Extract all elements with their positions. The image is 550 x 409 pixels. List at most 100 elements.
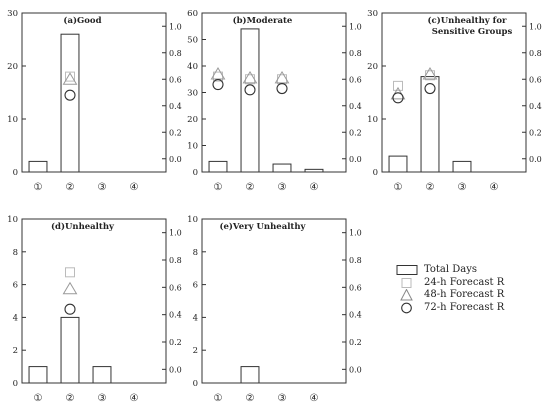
x-tick-label: ② — [66, 393, 75, 404]
y-tick-label: 10 — [187, 142, 198, 152]
circle-marker — [244, 84, 256, 96]
x-tick-label: ① — [214, 393, 223, 404]
bar — [60, 33, 80, 173]
x-tick-label: ③ — [278, 393, 287, 404]
triangle-marker — [274, 70, 290, 84]
y2-tick-label: 0.0 — [169, 155, 182, 164]
x-tick-label: ① — [214, 182, 223, 193]
y2-tick-label: 0.6 — [529, 75, 542, 84]
y2-tick-label: 0.4 — [169, 102, 182, 111]
y-tick-label: 30 — [367, 9, 378, 19]
y2-tick-label: 0.8 — [349, 256, 362, 265]
square-legend-icon — [396, 277, 420, 289]
y2-tick-label: 0.4 — [349, 311, 362, 320]
x-tick-label: ③ — [98, 393, 107, 404]
chart-panel-2: 0 10 20 30 40 50 60 0.0 0.2 0.4 0.6 0.8 1.0 ① ② ③ ④ (b)Mo… — [187, 9, 362, 193]
square-marker — [277, 74, 287, 85]
y2-tick-label: 0.4 — [529, 102, 542, 111]
y-tick-label: 0 — [13, 379, 18, 389]
bar — [388, 155, 408, 173]
y2-tick-label: 1.0 — [169, 229, 182, 238]
x-tick-label: ④ — [130, 393, 139, 404]
triangle-marker — [210, 66, 226, 80]
y2-tick-label: 0.8 — [349, 49, 362, 58]
y2-tick-label: 1.0 — [529, 22, 542, 31]
bar — [28, 160, 48, 173]
y-tick-label: 60 — [187, 9, 198, 19]
chart-panel-4: 0 2 4 6 8 10 0.0 0.2 0.4 0.6 0.8 1.0 ① ② ③ ④ (d)Unhealth… — [7, 215, 182, 404]
bar — [60, 316, 80, 384]
y2-tick-label: 0.2 — [169, 128, 182, 137]
chart-panel-3: 0 10 20 30 0.0 0.2 0.4 0.6 0.8 1.0 ① ② ③ ④ (c)Unhealth… — [367, 9, 542, 193]
y-tick-label: 8 — [13, 248, 18, 258]
x-tick-label: ④ — [490, 182, 499, 193]
circle-legend-icon — [396, 302, 420, 314]
square-marker — [65, 71, 75, 82]
triangle-marker — [242, 70, 258, 84]
y-tick-label: 6 — [193, 281, 198, 291]
legend-label: 48-h Forecast R — [424, 289, 505, 300]
chart-title: (a)Good — [63, 15, 101, 26]
bar — [420, 76, 440, 173]
y-tick-label: 50 — [187, 36, 198, 46]
bar — [240, 366, 260, 384]
legend-label: 24-h Forecast R — [424, 276, 505, 288]
y2-tick-label: 0.0 — [349, 365, 362, 374]
y2-tick-label: 0.8 — [169, 256, 182, 265]
y-tick-label: 10 — [367, 115, 378, 125]
y-tick-label: 30 — [187, 89, 198, 99]
circle-marker — [64, 303, 76, 315]
y-tick-label: 2 — [193, 346, 198, 356]
plot-frame — [21, 12, 167, 173]
y-tick-label: 6 — [13, 281, 18, 291]
legend-label: 72-h Forecast R — [424, 301, 505, 313]
chart-panel-1: 0 10 20 30 0.0 0.2 0.4 0.6 0.8 1.0 ① ② ③ ④ (a)Good — [7, 9, 182, 193]
bar — [240, 28, 260, 173]
y-tick-label: 30 — [7, 9, 18, 19]
y2-tick-label: 1.0 — [349, 22, 362, 31]
y-tick-label: 20 — [187, 115, 198, 125]
y2-tick-label: 0.0 — [529, 155, 542, 164]
legend-item-72h: 72-h Forecast R — [396, 302, 546, 315]
square-marker — [393, 80, 403, 91]
y2-tick-label: 0.8 — [529, 49, 542, 58]
y2-tick-label: 0.4 — [169, 311, 182, 320]
y-tick-label: 0 — [373, 168, 378, 178]
legend-item-48h: 48-h Forecast R — [396, 289, 546, 302]
y2-tick-label: 1.0 — [349, 229, 362, 238]
circle-marker — [276, 82, 288, 95]
bar — [304, 168, 324, 173]
square-marker — [213, 71, 223, 82]
y2-tick-label: 0.2 — [349, 128, 362, 137]
y2-tick-label: 0.2 — [169, 338, 182, 347]
y-tick-label: 0 — [193, 379, 198, 389]
x-tick-label: ① — [394, 182, 403, 193]
legend-item-24h: 24-h Forecast R — [396, 277, 546, 290]
y-tick-label: 20 — [7, 62, 18, 72]
chart-panel-5: 0 2 4 6 8 10 0.0 0.2 0.4 0.6 0.8 1.0 ① ② ③ ④ (e)Very Unh… — [187, 215, 362, 404]
bar — [28, 366, 48, 384]
circle-marker — [392, 92, 404, 104]
y-tick-label: 10 — [7, 215, 18, 225]
plot-frame — [201, 218, 347, 384]
y2-tick-label: 0.6 — [349, 283, 362, 292]
y2-tick-label: 0.2 — [529, 128, 542, 137]
bar — [272, 163, 292, 173]
bar-legend-icon — [396, 264, 420, 276]
bar — [452, 160, 472, 173]
x-tick-label: ④ — [130, 182, 139, 193]
x-tick-label: ① — [34, 182, 43, 193]
x-tick-label: ③ — [458, 182, 467, 193]
chart-title: (b)Moderate — [233, 15, 293, 26]
triangle-marker — [422, 66, 438, 80]
plot-frame — [201, 12, 347, 173]
chart-title: (d)Unhealthy — [51, 221, 115, 232]
y-tick-label: 4 — [13, 313, 18, 323]
x-tick-label: ② — [246, 182, 255, 193]
plot-frame — [21, 218, 167, 384]
bar — [208, 160, 228, 173]
y2-tick-label: 0.8 — [169, 49, 182, 58]
y-tick-label: 20 — [367, 62, 378, 72]
x-tick-label: ② — [246, 393, 255, 404]
